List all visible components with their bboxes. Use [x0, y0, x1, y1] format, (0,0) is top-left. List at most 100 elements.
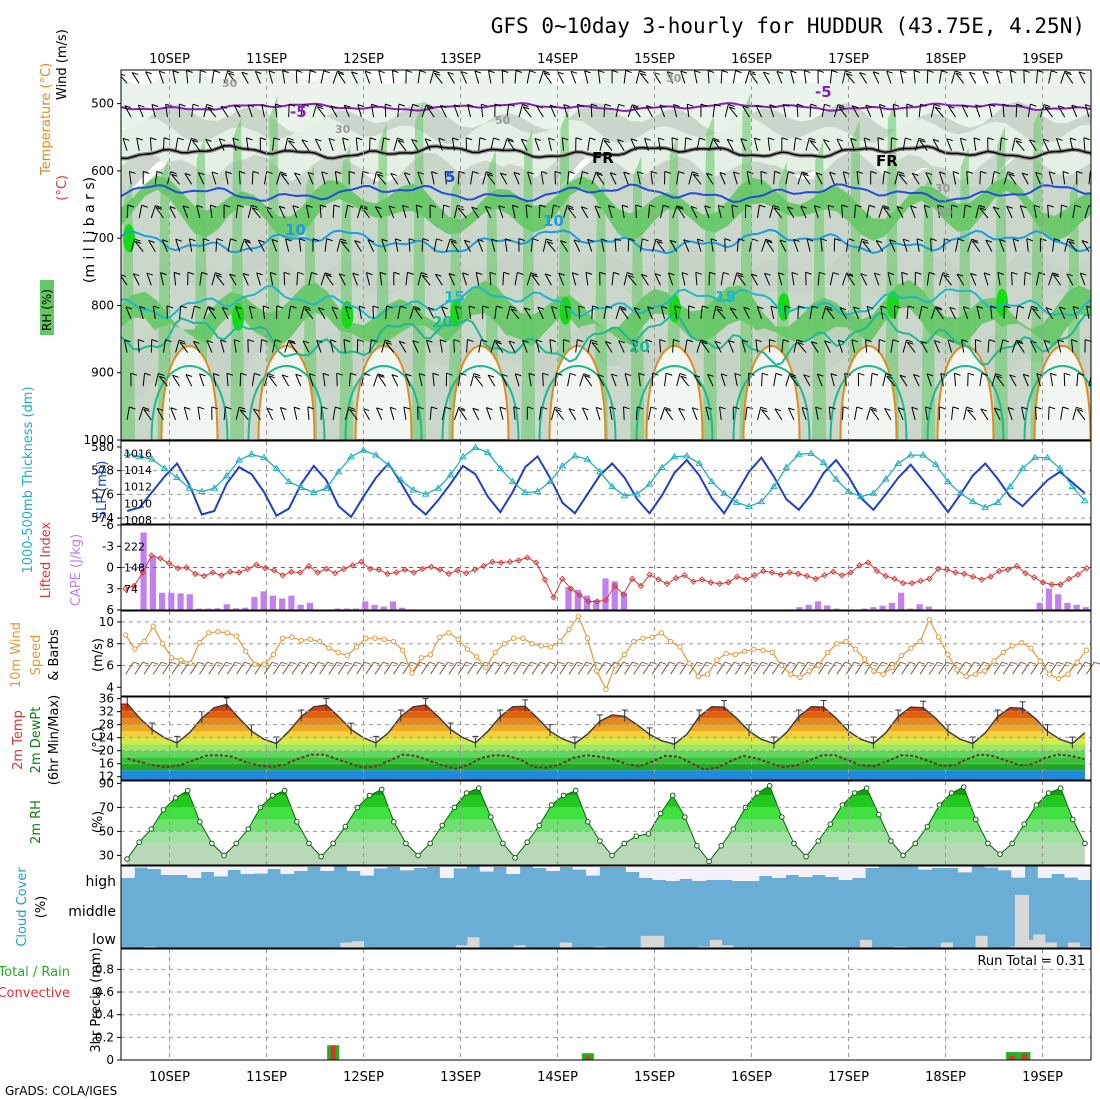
- wind-barb-flag: [967, 409, 974, 413]
- wind-speed-marker: [483, 664, 489, 671]
- slp-marker: [546, 477, 554, 485]
- cloud-high-gap: [532, 866, 547, 868]
- wind-barb: [189, 661, 199, 675]
- cloud-high-gap: [174, 866, 188, 875]
- wind-barb: [145, 71, 152, 84]
- wind-barb-flag: [1088, 205, 1091, 207]
- wind-barb: [490, 238, 496, 252]
- legend-wind: Wind (m/s): [55, 29, 70, 100]
- lifted-index-marker: [471, 566, 479, 573]
- wind-barb-flag: [760, 406, 767, 410]
- wind-barb: [891, 661, 901, 675]
- cloud-low-gap: [144, 946, 157, 948]
- wind-barb-flag: [336, 661, 344, 665]
- wind-barb: [488, 70, 492, 84]
- wind-barb-flag: [1074, 204, 1082, 208]
- wind-barb: [583, 375, 593, 387]
- wind-barb-flag: [776, 70, 784, 74]
- slp-marker: [483, 448, 492, 456]
- wind-barb-flag: [232, 137, 239, 141]
- wind-barb: [487, 374, 496, 387]
- wind-speed-marker: [788, 671, 794, 677]
- contour-20-dome: [247, 364, 326, 440]
- wind-barb: [946, 138, 953, 151]
- lifted-index-marker: [227, 568, 234, 575]
- lifted-index-marker: [690, 578, 697, 585]
- wind-barb-flag: [1067, 238, 1074, 242]
- slp-marker: [682, 451, 691, 459]
- wind-barb: [220, 105, 229, 118]
- wind-barb-flag: [1042, 138, 1050, 142]
- wind-speed-marker: [594, 668, 600, 674]
- wind-barb: [882, 373, 887, 387]
- wind-barb: [319, 661, 329, 675]
- wind-barb: [656, 240, 665, 252]
- wind-barb-flag: [927, 70, 934, 73]
- wind-barb: [191, 104, 194, 118]
- wind-barb-flag: [1048, 406, 1056, 410]
- wind-barb-flag: [920, 340, 927, 344]
- slp-marker: [334, 467, 343, 475]
- wind-barb: [256, 272, 261, 286]
- wind-barb: [854, 204, 856, 219]
- wind-barb-flag: [620, 307, 627, 311]
- wind-barb-flag: [522, 339, 529, 343]
- wind-barb-flag: [333, 204, 341, 208]
- wind-barb: [233, 339, 237, 353]
- cape-bar: [602, 578, 609, 610]
- wind-barb-flag: [382, 661, 390, 665]
- lifted-index-marker: [567, 585, 575, 592]
- wind-barb: [295, 374, 302, 387]
- lifted-index-marker: [288, 568, 295, 575]
- cape-bar: [805, 604, 812, 610]
- wind-barb-flag: [925, 172, 932, 176]
- cape-bar: [925, 606, 932, 610]
- wind-barb: [955, 238, 959, 252]
- wind-barb-flag: [798, 305, 805, 309]
- lifted-index-marker: [358, 558, 365, 566]
- wind-barb: [229, 273, 237, 286]
- wind-barb: [557, 71, 565, 84]
- temp-axis-label: 2m Temp: [11, 710, 26, 770]
- wind-barb-flag: [831, 70, 838, 74]
- wind-barb-flag: [509, 305, 517, 309]
- wind-barb-flag: [870, 406, 877, 410]
- wind-barb-flag: [960, 137, 967, 141]
- wind-barb-flag: [967, 372, 975, 376]
- wind-barb: [289, 341, 298, 353]
- cloud-low-gap: [455, 945, 468, 948]
- wind-barb-flag: [700, 339, 707, 343]
- wind-barb: [631, 340, 637, 353]
- wind-barb-flag: [129, 406, 136, 410]
- lifted-index-marker: [611, 582, 618, 590]
- rh-marker: [1082, 840, 1088, 847]
- wind-barb: [761, 239, 767, 252]
- lifted-index-marker: [969, 573, 977, 580]
- wind-barb: [707, 70, 710, 84]
- wind-barb-flag: [377, 373, 384, 377]
- wind-barb-flag: [247, 339, 255, 343]
- wind-barb-flag: [440, 105, 447, 108]
- lifted-index-marker: [524, 554, 531, 561]
- lifted-index-marker: [585, 598, 592, 605]
- wind-barb-flag: [521, 661, 528, 665]
- wind-barb: [796, 104, 799, 118]
- pressure-tick-label: 700: [91, 231, 114, 245]
- wind-barb-flag: [861, 238, 869, 242]
- lifted-index-marker: [864, 559, 872, 566]
- wind-barb: [471, 206, 480, 219]
- wind-barb-flag: [632, 104, 639, 108]
- wind-barb: [273, 661, 282, 675]
- wind-barb-flag: [661, 305, 668, 309]
- wind-barb-flag: [1001, 137, 1008, 141]
- lifted-index-marker: [777, 571, 784, 578]
- wind-barb: [196, 205, 201, 219]
- top-date-label: 18SEP: [925, 52, 966, 67]
- wind-barb-flag: [385, 103, 392, 107]
- wind-barb: [291, 661, 301, 675]
- wind-barb: [294, 172, 302, 185]
- rh-marker: [306, 840, 312, 847]
- wind-barb-flag: [1053, 274, 1060, 278]
- cloud-high-gap: [293, 866, 308, 871]
- wind-barb: [125, 306, 132, 320]
